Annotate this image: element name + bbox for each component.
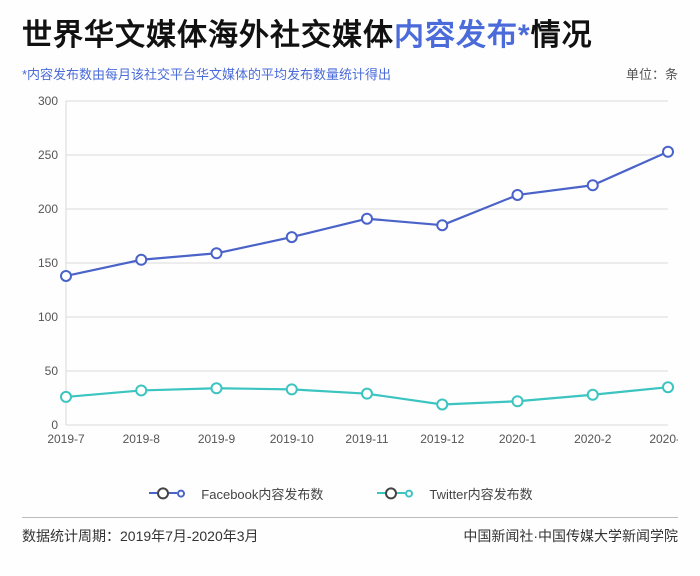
series-marker (513, 396, 523, 406)
series-marker (513, 190, 523, 200)
series-marker (61, 392, 71, 402)
subtitle-row: *内容发布数由每月该社交平台华文媒体的平均发布数量统计得出 单位：条 (22, 64, 678, 83)
legend-label: Facebook内容发布数 (201, 484, 323, 503)
footnote: *内容发布数由每月该社交平台华文媒体的平均发布数量统计得出 (22, 64, 391, 83)
footer: 数据统计周期：2019年7月-2020年3月 中国新闻社·中国传媒大学新闻学院 (22, 526, 678, 546)
legend-label: Twitter内容发布数 (429, 484, 532, 503)
x-tick-label: 2020-2 (574, 432, 612, 446)
line-chart: 0 50 100 150 200 250 300 2019-7 2019-8 2019-9 2019… (22, 91, 678, 471)
series-marker (588, 390, 598, 400)
series-marker (136, 255, 146, 265)
series-marker (437, 399, 447, 409)
series-marker (362, 389, 372, 399)
legend-swatch (149, 492, 177, 494)
y-tick-label: 250 (38, 148, 58, 162)
y-tick-label: 150 (38, 256, 58, 270)
unit-label: 单位：条 (626, 64, 678, 83)
series-marker (212, 383, 222, 393)
chart-card: 世界华文媒体海外社交媒体内容发布*情况 *内容发布数由每月该社交平台华文媒体的平… (0, 0, 700, 576)
y-tick-label: 200 (38, 202, 58, 216)
series-marker (663, 382, 673, 392)
series-marker (437, 220, 447, 230)
x-tick-label: 2019-9 (198, 432, 236, 446)
footer-separator (22, 517, 678, 518)
y-tick-label: 0 (51, 418, 58, 432)
legend-item: Twitter内容发布数 (377, 484, 550, 503)
chart-area: 0 50 100 150 200 250 300 2019-7 2019-8 2019-9 2019… (22, 91, 678, 476)
x-tick-label: 2019-11 (345, 432, 388, 446)
series-marker (287, 232, 297, 242)
series-marker (362, 214, 372, 224)
footer-right: 中国新闻社·中国传媒大学新闻学院 (463, 526, 678, 546)
y-tick-label: 50 (45, 364, 59, 378)
series-marker (61, 271, 71, 281)
x-tick-label: 2020-1 (499, 432, 537, 446)
x-tick-label: 2019-8 (123, 432, 161, 446)
y-tick-label: 100 (38, 310, 58, 324)
series-marker (588, 180, 598, 190)
legend-item: Facebook内容发布数 (149, 484, 341, 503)
series-marker (663, 147, 673, 157)
x-tick-label: 2020-3 (649, 432, 678, 446)
title-post: 情况 (531, 19, 593, 52)
y-tick-label: 300 (38, 94, 58, 108)
x-tick-label: 2019-12 (420, 432, 464, 446)
series-marker (287, 384, 297, 394)
page-title: 世界华文媒体海外社交媒体内容发布*情况 (22, 18, 678, 54)
series-marker (212, 248, 222, 258)
title-highlight: 内容发布* (394, 19, 531, 52)
title-pre: 世界华文媒体海外社交媒体 (22, 19, 394, 52)
footer-left: 数据统计周期：2019年7月-2020年3月 (22, 526, 259, 546)
legend: Facebook内容发布数 Twitter内容发布数 (22, 482, 678, 503)
x-tick-label: 2019-10 (270, 432, 314, 446)
series-marker (136, 385, 146, 395)
legend-swatch (377, 492, 405, 494)
x-tick-label: 2019-7 (47, 432, 85, 446)
